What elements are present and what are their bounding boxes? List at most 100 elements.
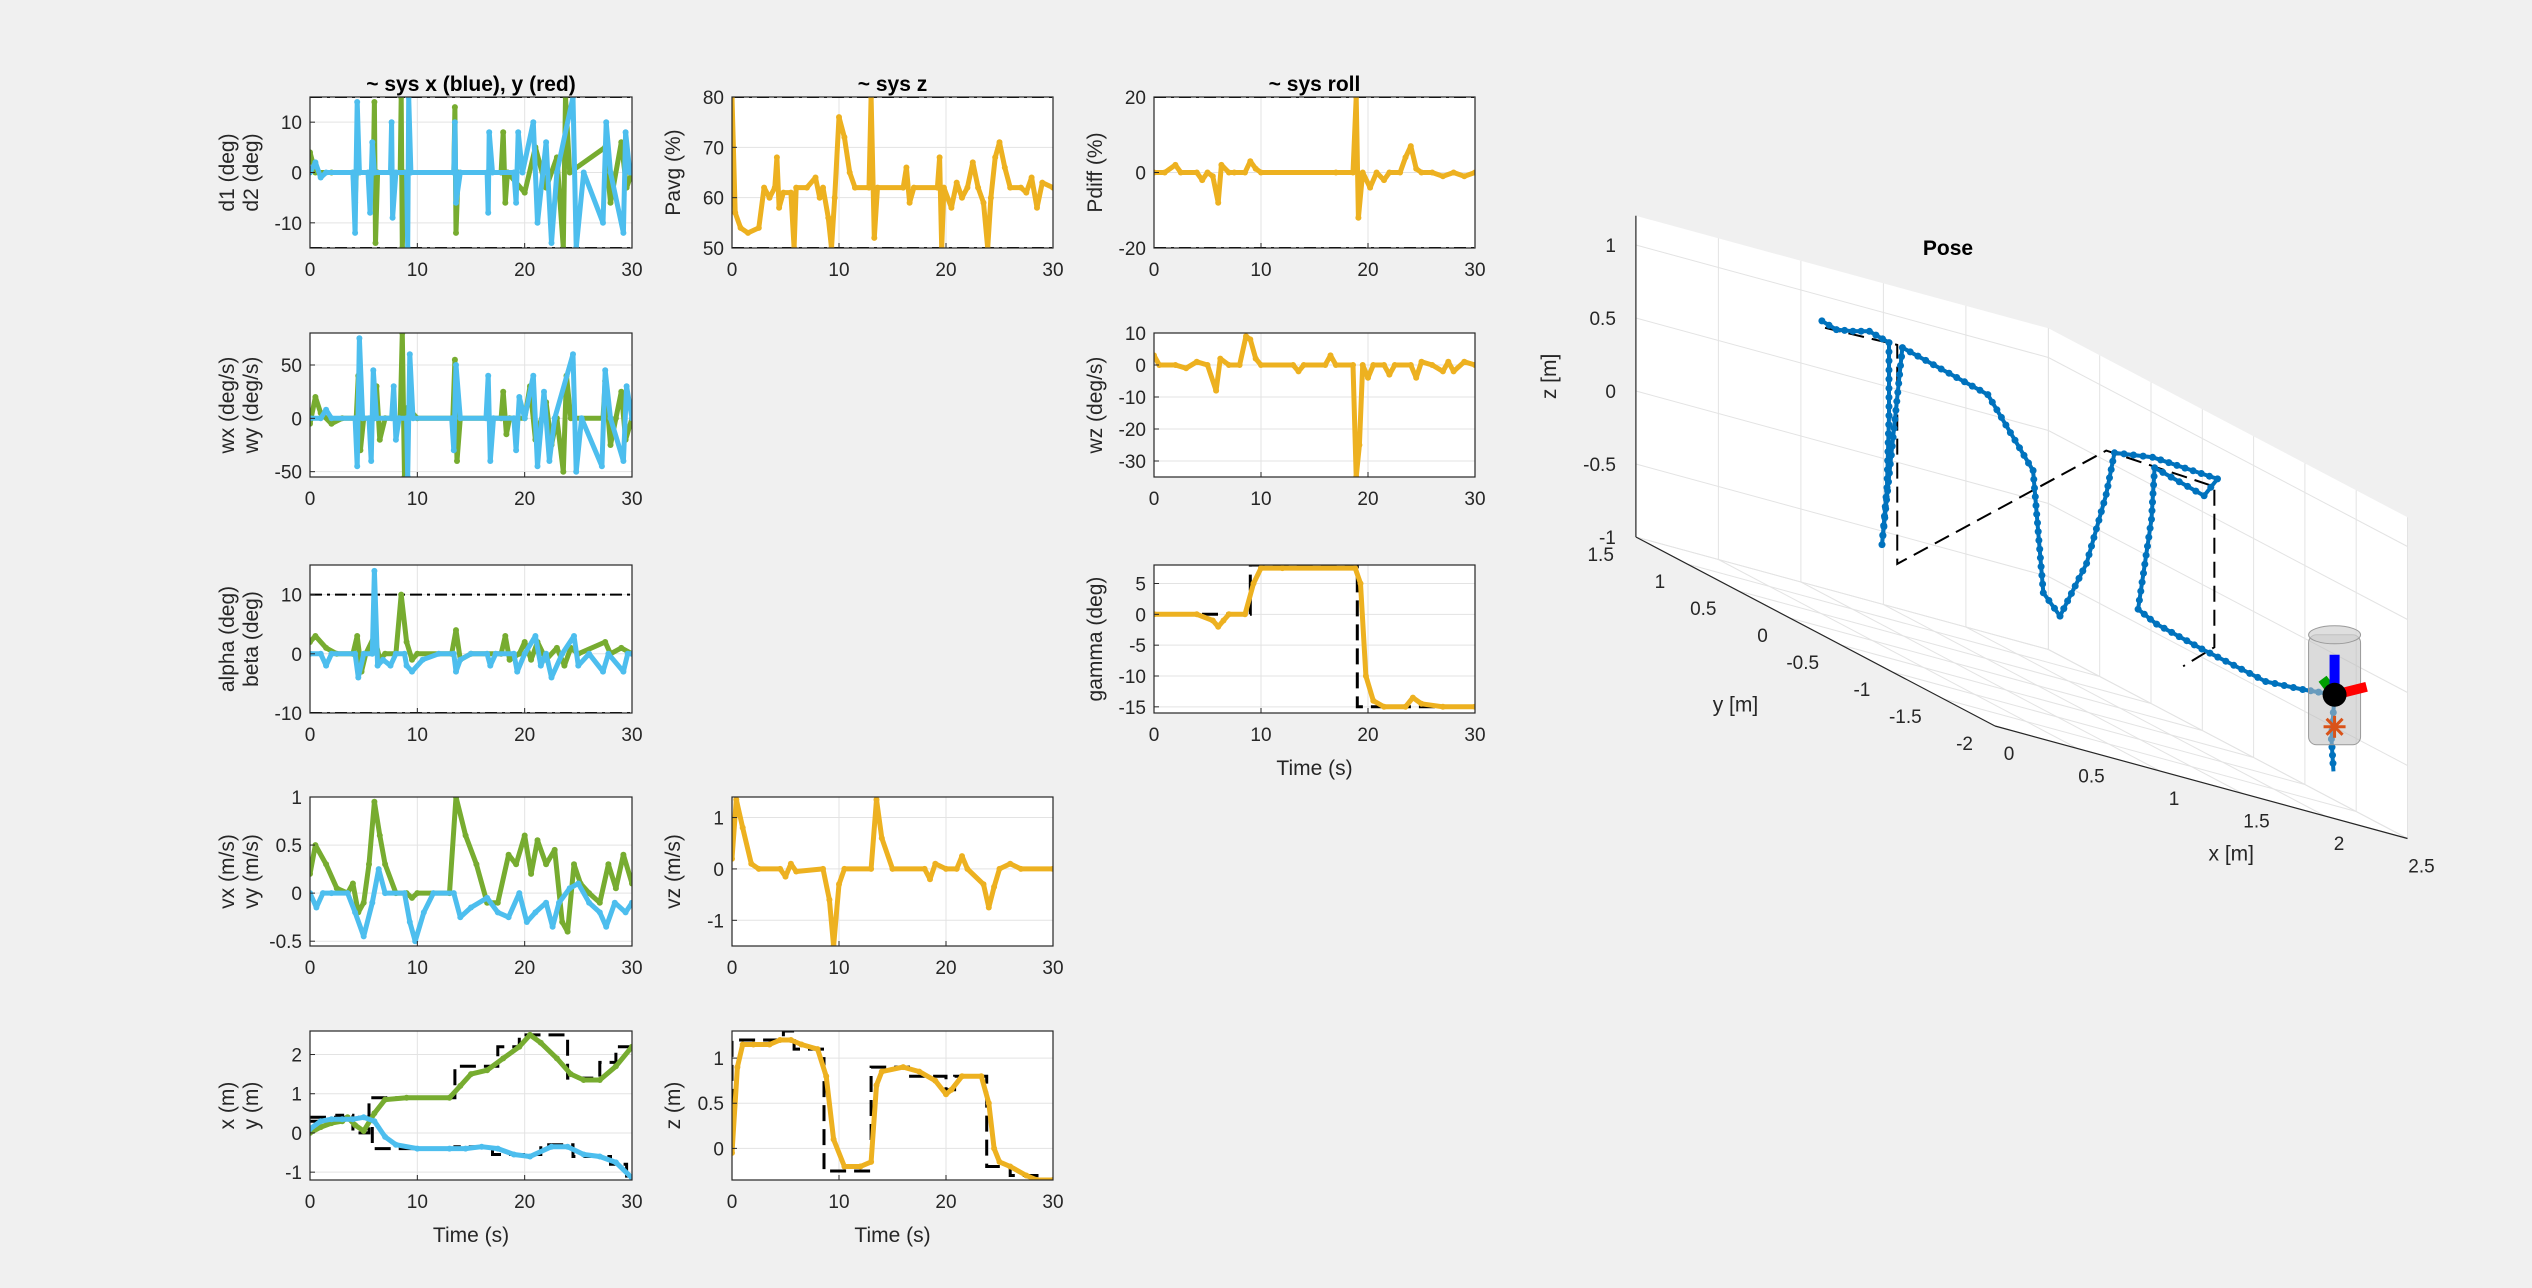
- data-point: [356, 335, 363, 342]
- trajectory-point: [1841, 326, 1849, 334]
- p-pavg-axes: 0 10 20 30 80 70 60 50 Pavg (%) ~ sys z: [662, 73, 1064, 281]
- y-tick-label: -50: [275, 463, 302, 484]
- data-point: [380, 656, 386, 663]
- data-point: [546, 458, 553, 464]
- data-point: [1359, 362, 1366, 368]
- data-point: [596, 1077, 603, 1083]
- y-axis-label: wx (deg/s): [216, 357, 239, 455]
- trajectory-point: [1892, 406, 1900, 414]
- trajectory-point: [1885, 478, 1892, 486]
- y-axis-label: vy (m/s): [240, 834, 263, 909]
- data-point: [959, 1073, 965, 1080]
- data-point: [494, 1145, 501, 1152]
- data-point: [333, 885, 340, 892]
- axes-box: [731, 1030, 1054, 1181]
- data-point: [1429, 362, 1436, 368]
- data-point: [468, 1071, 474, 1078]
- data-point: [564, 1143, 571, 1150]
- data-point: [773, 154, 780, 161]
- vehicle-marker: [2308, 625, 2368, 746]
- data-point: [404, 245, 411, 248]
- trajectory-point: [2146, 524, 2154, 532]
- data-point: [953, 179, 960, 186]
- x-tick-label: 30: [621, 725, 642, 746]
- trajectory-point: [2181, 464, 2189, 472]
- data-point: [527, 1031, 533, 1038]
- data-point: [780, 189, 787, 196]
- axes-box: [1153, 332, 1476, 478]
- data-point: [310, 149, 313, 156]
- y-tick-label: -10: [275, 704, 302, 725]
- data-point: [513, 447, 520, 454]
- data-point: [1290, 362, 1297, 368]
- trajectory-point: [1906, 348, 1914, 356]
- data-point: [553, 169, 560, 176]
- x-tick-label: 20: [514, 489, 535, 510]
- data-point: [1365, 374, 1371, 381]
- data-point: [629, 1175, 632, 1180]
- data-point: [516, 394, 523, 400]
- data-point: [1242, 611, 1248, 618]
- trajectory-point: [1895, 379, 1903, 387]
- data-point: [551, 846, 558, 853]
- data-point: [733, 797, 740, 803]
- trajectory-point: [2036, 554, 2044, 562]
- data-point: [414, 890, 421, 897]
- data-point: [566, 169, 573, 176]
- trajectory-point: [2033, 510, 2041, 518]
- data-point: [312, 842, 319, 849]
- data-point: [732, 855, 735, 862]
- y-tick-label: 70: [703, 138, 724, 159]
- data-point: [360, 1114, 367, 1121]
- data-point: [866, 184, 872, 191]
- data-point: [328, 420, 335, 427]
- data-point: [836, 114, 842, 121]
- x-tick-label: 0: [1149, 260, 1160, 281]
- data-point: [1418, 169, 1425, 176]
- trajectory-point: [2159, 468, 2167, 476]
- trajectory-point: [1898, 353, 1905, 361]
- data-point: [534, 837, 541, 844]
- data-point: [916, 1068, 923, 1075]
- trajectory-point: [2088, 542, 2095, 550]
- data-point: [548, 1143, 555, 1150]
- data-point: [360, 1128, 367, 1134]
- data-point: [396, 415, 403, 422]
- trajectory-point: [1849, 327, 1857, 335]
- data-point: [453, 362, 459, 368]
- trajectory-point: [1953, 374, 1961, 381]
- data-point: [1039, 179, 1046, 186]
- data-point: [392, 1141, 399, 1148]
- data-point: [1034, 204, 1040, 211]
- data-point: [830, 1136, 837, 1143]
- data-point: [900, 1064, 907, 1071]
- trajectory-point: [2328, 743, 2336, 751]
- trajectory-point: [2064, 597, 2072, 605]
- y-axis-label: y [m]: [1713, 694, 1759, 717]
- data-point: [766, 194, 773, 201]
- trajectory-point: [2173, 461, 2181, 469]
- trajectory-point: [1885, 339, 1893, 347]
- data-point: [748, 860, 755, 867]
- p-z-axes: 0 10 20 30 1 0.5 0 z (m) Time (s): [662, 1030, 1064, 1247]
- data-point: [940, 184, 947, 191]
- data-point: [382, 1096, 389, 1103]
- z-tick-label: 0.5: [1589, 309, 1615, 330]
- data-point: [1236, 362, 1243, 368]
- data-point: [487, 458, 494, 464]
- data-point: [419, 656, 426, 663]
- data-point: [485, 372, 492, 379]
- data-point: [580, 169, 587, 176]
- data-point: [453, 199, 459, 206]
- data-point: [1215, 199, 1222, 206]
- data-point: [603, 923, 610, 930]
- data-point: [1439, 703, 1446, 710]
- x-tick-label: 30: [1464, 725, 1485, 746]
- data-point: [934, 184, 941, 191]
- data-point: [1034, 1177, 1040, 1180]
- data-point: [612, 1063, 619, 1070]
- y-tick-label: -20: [1119, 239, 1146, 260]
- data-point: [607, 415, 614, 422]
